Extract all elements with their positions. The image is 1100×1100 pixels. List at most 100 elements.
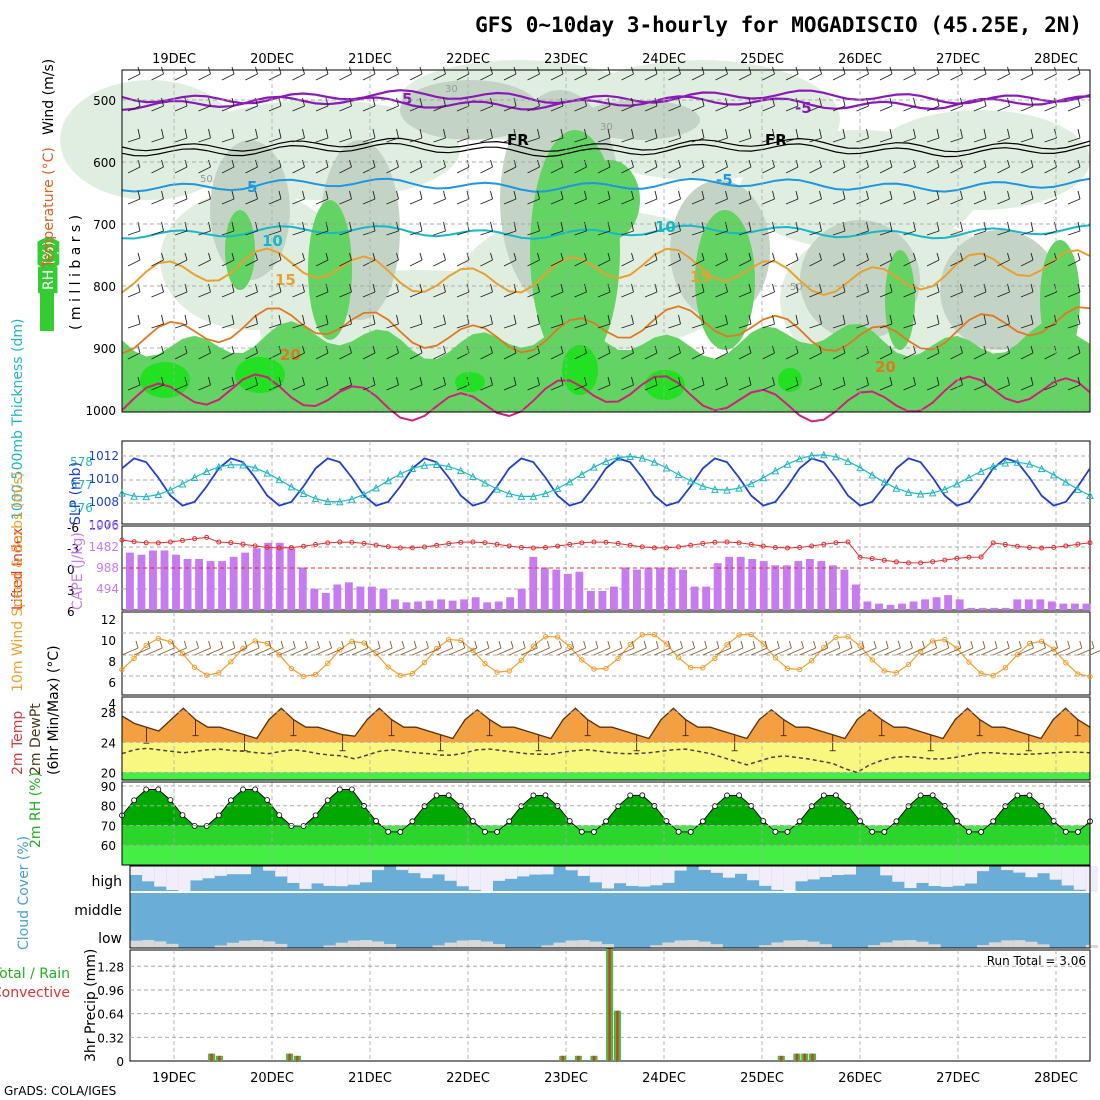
barb-flag [889, 128, 893, 139]
thick-tick: 576 [70, 501, 93, 515]
rh-marker [820, 792, 827, 799]
barb-flag [161, 97, 164, 107]
thickness-marker [590, 463, 598, 471]
wind-barb [597, 97, 611, 112]
barb-shaft [386, 291, 399, 298]
wind-barb [409, 97, 423, 112]
barb-flag [960, 190, 963, 200]
cloud-low-bar [977, 945, 990, 948]
barb-flag [936, 159, 940, 168]
barb-shaft [621, 137, 634, 143]
barb-flag [701, 345, 705, 354]
barb-flag [490, 128, 493, 139]
barb-flag [325, 97, 329, 107]
rh-marker [639, 792, 646, 799]
barb-flag [325, 314, 329, 325]
wind-barb [198, 314, 211, 329]
barb [751, 647, 768, 656]
barb-shaft [903, 291, 916, 298]
barb-flag [537, 128, 540, 139]
wind-barb [198, 159, 211, 174]
wind-marker [845, 634, 851, 640]
barb-flag [740, 640, 744, 649]
wind-barb [1067, 345, 1081, 360]
barb-shaft [973, 352, 987, 360]
barb-shaft [950, 259, 963, 267]
barb-flag [748, 159, 752, 168]
wind-barb [926, 376, 940, 391]
li-marker [881, 557, 887, 563]
thickness-marker [626, 452, 635, 461]
barb-flag [302, 283, 305, 293]
cape-bar [321, 592, 330, 610]
barb-flag [909, 640, 913, 649]
barb-flag [537, 190, 540, 200]
barb-flag [537, 283, 540, 293]
thick-tick: 578 [70, 455, 93, 469]
wind-barb [691, 345, 705, 360]
wind-barb [809, 252, 822, 267]
wind-marker [978, 670, 984, 677]
barb-shaft [621, 73, 634, 81]
wind-barb [409, 252, 423, 267]
wind-marker [748, 631, 754, 638]
wind-barb [268, 345, 282, 360]
temp-contour [121, 224, 1091, 240]
cloud-low-bar [263, 941, 276, 948]
barb [1053, 647, 1070, 656]
barb-flag [819, 97, 822, 107]
cloud-high-bar [892, 866, 905, 882]
wind-barb [574, 190, 587, 205]
cape-bar [1013, 599, 1022, 610]
barb-flag [372, 283, 376, 293]
cape-bar [875, 603, 883, 610]
barb-flag [813, 640, 817, 649]
barb-flag [631, 376, 634, 386]
wind-barb [221, 252, 235, 267]
rh-marker [167, 797, 174, 803]
rh-marker [627, 792, 634, 799]
cloud-high-bar [952, 866, 965, 886]
barb-flag [1054, 97, 1057, 107]
wind-barb [456, 190, 470, 205]
thickness-marker [577, 470, 586, 478]
wind-marker [881, 668, 887, 674]
wind-barb [174, 345, 188, 360]
barb-flag [795, 345, 799, 354]
wind-barb [785, 128, 799, 143]
barb-flag [1007, 128, 1010, 139]
wind-barb [668, 97, 681, 112]
barb [158, 647, 175, 656]
wind-barb [973, 252, 987, 267]
cape-bar [483, 602, 492, 610]
wind-barb [785, 283, 799, 298]
barb-flag [255, 252, 258, 261]
barb-flag [396, 221, 399, 232]
barb-flag [161, 376, 164, 386]
barb-shaft [174, 105, 188, 112]
cloud-low-bar [759, 945, 772, 948]
barb-flag [678, 128, 681, 139]
barb-flag [873, 640, 877, 649]
cape-bar [794, 561, 803, 610]
li-marker [313, 541, 319, 547]
wind-barb [245, 159, 258, 174]
cloud-low-bar [214, 945, 227, 948]
barb-flag [560, 190, 564, 200]
cloud-high-bar [541, 866, 554, 875]
rh-marker [494, 829, 501, 835]
cloud-low-bar [819, 944, 832, 948]
date-top: 22DEC [446, 52, 490, 67]
li-marker [119, 537, 125, 543]
barb-flag [1007, 376, 1010, 386]
barb-flag [837, 640, 841, 649]
barb-flag [184, 314, 188, 325]
wind-marker [869, 657, 875, 663]
wind-barb [997, 376, 1010, 391]
barb-flag [220, 640, 224, 649]
thickness-marker [650, 458, 659, 466]
cloud-high-bar [142, 866, 155, 882]
barb-flag [560, 128, 564, 139]
cape-label: CAPE (J/kg) [70, 532, 86, 610]
thickness-marker [565, 477, 574, 486]
